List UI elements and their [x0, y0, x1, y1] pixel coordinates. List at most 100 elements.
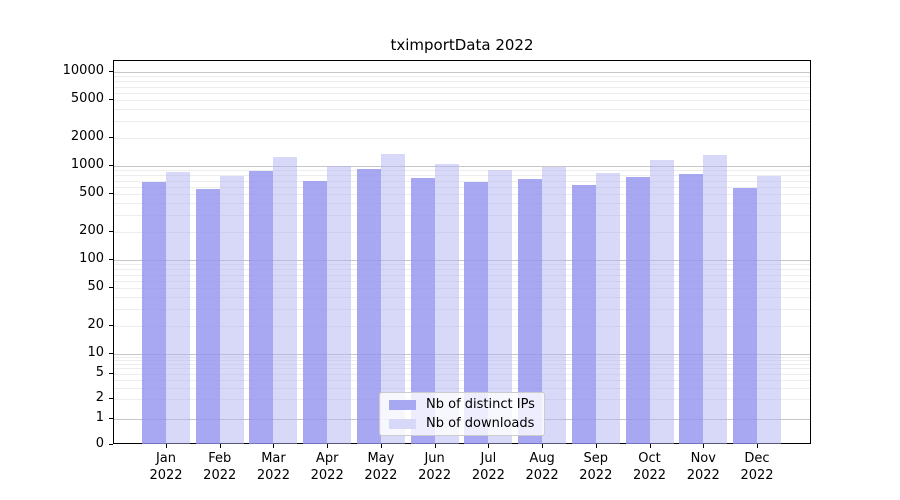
gridline-minor — [114, 309, 810, 311]
gridline-minor — [114, 186, 810, 188]
gridline-minor — [114, 368, 810, 370]
gridline-minor — [114, 170, 810, 172]
legend-item-downloads: Nb of downloads — [380, 416, 544, 432]
gridline-major — [114, 260, 810, 261]
bar-ips-oct — [625, 177, 650, 444]
x-tick-mark — [380, 444, 382, 448]
x-tick-mark — [595, 444, 597, 448]
legend-item-distinct-ips: Nb of distinct IPs — [380, 397, 544, 413]
y-tick-mark — [109, 193, 113, 195]
gridline-minor — [114, 203, 810, 205]
y-tick-mark — [109, 418, 113, 419]
gridline-minor — [114, 288, 810, 290]
bar-downloads-aug — [542, 166, 567, 444]
gridline-minor — [114, 364, 810, 366]
gridline-minor — [114, 92, 810, 94]
bar-ips-nov — [679, 174, 704, 444]
bar-downloads-oct — [649, 159, 674, 444]
bar-ips-sep — [571, 184, 596, 444]
x-tick-label-sep: Sep 2022 — [579, 451, 613, 483]
legend-swatch-ips — [389, 399, 416, 410]
bar-downloads-sep — [595, 172, 620, 444]
x-tick-label-jun: Jun 2022 — [418, 451, 452, 483]
gridline-minor — [114, 121, 810, 123]
bar-ips-feb — [195, 188, 220, 444]
y-tick-mark — [109, 71, 113, 72]
x-tick-mark — [703, 444, 705, 448]
gridline-major — [114, 72, 810, 73]
x-tick-label-aug: Aug 2022 — [525, 451, 559, 483]
gridline-minor — [114, 269, 810, 271]
x-tick-mark — [434, 444, 436, 448]
gridline-minor — [114, 387, 810, 389]
y-tick-mark — [109, 324, 113, 326]
y-tick-mark — [109, 165, 113, 166]
bar-ips-dec — [732, 188, 757, 444]
y-tick-mark — [109, 444, 113, 445]
bar-downloads-dec — [756, 175, 781, 444]
y-tick-label-10000: 10000 — [62, 63, 104, 78]
y-tick-label-100: 100 — [79, 251, 104, 266]
gridline-minor — [114, 86, 810, 88]
y-tick-label-50: 50 — [87, 279, 104, 295]
gridline-minor — [114, 274, 810, 276]
gridline-minor — [114, 100, 810, 102]
x-tick-mark — [542, 444, 544, 448]
x-tick-mark — [649, 444, 651, 448]
gridline-minor — [114, 194, 810, 196]
gridline-minor — [114, 231, 810, 233]
y-tick-mark — [109, 99, 113, 101]
y-tick-label-0: 0 — [95, 436, 104, 451]
y-tick-mark — [109, 372, 113, 374]
chart-title: tximportData 2022 — [390, 36, 534, 54]
gridline-minor — [114, 81, 810, 83]
x-tick-label-jul: Jul 2022 — [471, 451, 505, 483]
x-tick-mark — [488, 444, 490, 448]
x-tick-label-apr: Apr 2022 — [310, 451, 344, 483]
y-tick-label-1000: 1000 — [70, 157, 104, 172]
y-tick-label-1: 1 — [95, 410, 104, 425]
gridline-minor — [114, 325, 810, 327]
bar-ips-may — [356, 169, 381, 444]
y-tick-label-10: 10 — [87, 345, 104, 360]
y-tick-mark — [109, 287, 113, 289]
gridline-minor — [114, 76, 810, 78]
bar-downloads-nov — [703, 154, 728, 444]
gridline-minor — [114, 356, 810, 358]
legend-label-ips: Nb of distinct IPs — [426, 396, 535, 412]
y-tick-mark — [109, 353, 113, 354]
y-tick-label-200: 200 — [79, 222, 104, 238]
gridline-minor — [114, 373, 810, 375]
x-tick-label-may: May 2022 — [364, 451, 398, 483]
x-tick-label-mar: Mar 2022 — [256, 451, 290, 483]
gridline-minor — [114, 360, 810, 362]
x-tick-mark — [327, 444, 329, 448]
gridline-minor — [114, 264, 810, 266]
x-tick-mark — [756, 444, 758, 448]
x-tick-label-dec: Dec 2022 — [740, 451, 774, 483]
plot-area — [113, 60, 811, 444]
x-tick-mark — [166, 444, 167, 448]
y-tick-label-5000: 5000 — [70, 91, 104, 107]
x-tick-mark — [219, 444, 221, 448]
bar-downloads-mar — [273, 156, 298, 444]
y-tick-label-2000: 2000 — [70, 128, 104, 144]
bar-downloads-jan — [166, 172, 190, 444]
y-tick-mark — [109, 230, 113, 232]
legend-label-downloads: Nb of downloads — [426, 415, 535, 431]
gridline-minor — [114, 215, 810, 217]
x-tick-mark — [273, 444, 275, 448]
y-tick-label-500: 500 — [79, 185, 104, 201]
gridline-major — [114, 166, 810, 167]
legend: Nb of distinct IPs Nb of downloads — [379, 392, 545, 436]
gridline-minor — [114, 175, 810, 177]
y-tick-mark — [109, 259, 113, 260]
gridline-minor — [114, 137, 810, 139]
gridline-minor — [114, 280, 810, 282]
bar-ips-apr — [303, 181, 328, 444]
x-tick-label-nov: Nov 2022 — [686, 451, 720, 483]
bar-ips-mar — [249, 171, 274, 444]
gridline-minor — [114, 109, 810, 111]
bar-ips-jan — [142, 181, 166, 444]
